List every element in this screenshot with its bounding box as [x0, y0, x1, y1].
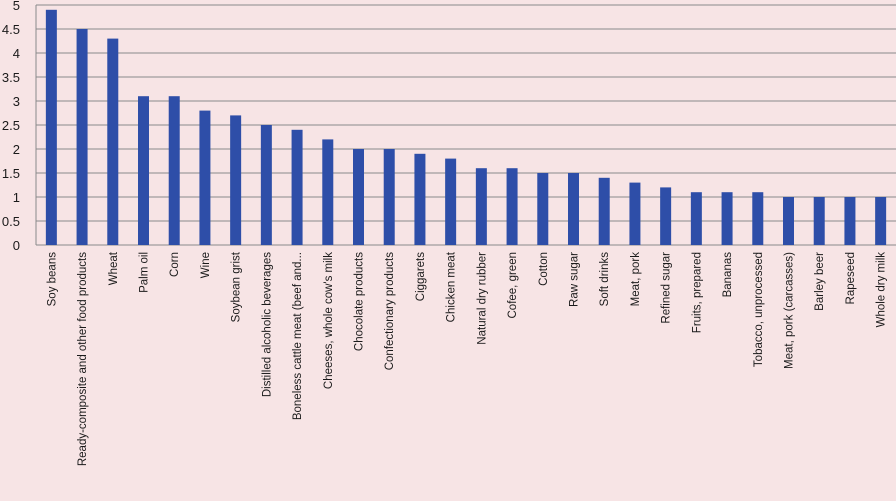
bar: [568, 173, 579, 245]
x-tick-label: Soy beans: [46, 252, 58, 307]
x-tick-label: Palm oil: [139, 252, 151, 293]
bar: [475, 168, 487, 245]
x-tick-label: Chicken meat: [446, 251, 458, 322]
y-tick-label: 5: [13, 0, 20, 13]
x-tick-label: Raw sugar: [569, 252, 581, 307]
bar: [168, 96, 180, 245]
bar: [414, 153, 426, 245]
bar: [506, 168, 518, 245]
x-tick-label: Boneless cattle meat (beef and...: [292, 252, 304, 420]
bar: [690, 192, 702, 245]
y-axis: 0 0.5 1 1.5 2 2.5 3 3.5 4 4.5 5: [2, 0, 37, 253]
x-tick-label: Cofee, green: [507, 252, 519, 319]
x-tick-label: Soybean grist: [231, 251, 243, 322]
x-tick-label: Bananas: [722, 252, 734, 298]
bar: [445, 158, 457, 245]
gridlines: [36, 4, 896, 246]
bar: [598, 177, 610, 245]
bar: [107, 38, 119, 245]
bar: [76, 29, 88, 245]
x-tick-label: Meat, pork: [630, 252, 642, 307]
x-tick-label: Whole dry milk: [876, 252, 888, 328]
x-tick-label: Corn: [169, 252, 181, 277]
bar: [260, 125, 272, 245]
bar: [813, 197, 825, 245]
x-tick-label: Natural dry rubber: [476, 252, 488, 345]
x-tick-label: Soft drinks: [599, 252, 611, 307]
y-tick-label: 1: [13, 190, 20, 205]
bar: [199, 110, 211, 245]
x-tick-label: Wine: [200, 252, 212, 278]
x-tick-label: Chocolate products: [354, 252, 366, 351]
x-tick-label: Ready-composite and other food products: [77, 252, 89, 466]
bar: [752, 192, 764, 245]
x-tick-label: Barley beer: [814, 252, 826, 311]
bar: [353, 149, 364, 245]
bar: [721, 192, 733, 245]
y-tick-label: 3: [13, 94, 20, 109]
x-tick-label: Refined sugar: [661, 252, 673, 324]
y-tick-label: 2.5: [2, 118, 20, 133]
x-tick-label: Ciggarets: [415, 252, 427, 301]
y-tick-label: 0.5: [2, 214, 20, 229]
bars: [45, 9, 887, 246]
x-axis-labels: Soy beans Ready-composite and other food …: [46, 251, 887, 466]
x-tick-label: Wheat: [108, 251, 120, 285]
bar: [230, 115, 242, 246]
bar: [875, 197, 887, 245]
x-tick-label: Meat, pork (carcasses): [784, 252, 796, 369]
y-tick-label: 4: [13, 46, 20, 61]
x-tick-label: Cotton: [538, 252, 550, 286]
x-tick-label: Distilled alcoholic beverages: [261, 252, 273, 397]
x-tick-label: Tobacco, unprocessed: [753, 252, 765, 367]
x-tick-label: Fruits, prepared: [691, 252, 703, 333]
bar: [45, 9, 57, 245]
bar: [291, 129, 303, 245]
y-tick-label: 4.5: [2, 22, 20, 37]
bar: [844, 197, 856, 245]
bar: [629, 182, 641, 245]
bar: [660, 187, 672, 245]
bar: [322, 139, 334, 245]
bar: [383, 149, 395, 245]
y-tick-label: 3.5: [2, 70, 20, 85]
bar: [537, 173, 549, 245]
x-tick-label: Rapeseed: [845, 252, 857, 304]
x-tick-label: Confectionary products: [384, 252, 396, 371]
x-tick-label: Cheeses, whole cow's milk: [323, 252, 335, 389]
y-tick-label: 2: [13, 142, 20, 157]
bar: [783, 197, 794, 245]
y-tick-label: 0: [13, 238, 20, 253]
bar: [138, 96, 149, 245]
y-tick-label: 1.5: [2, 166, 20, 181]
